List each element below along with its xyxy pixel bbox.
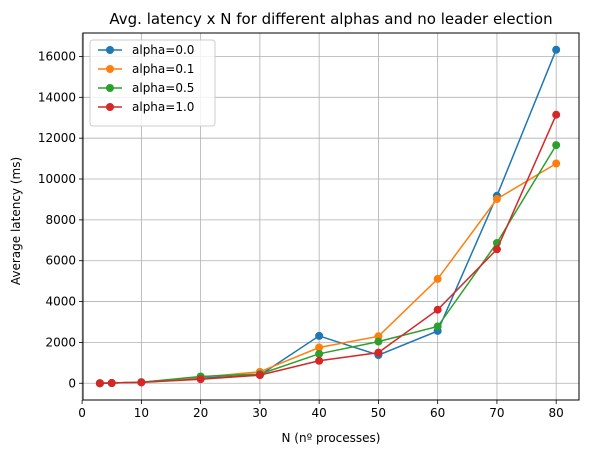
data-point [552, 159, 561, 168]
data-point [255, 371, 264, 380]
data-point [492, 245, 501, 254]
y-tick-label: 12000 [38, 131, 76, 145]
data-point [552, 110, 561, 119]
y-tick-label: 14000 [38, 90, 76, 104]
legend-entry: alpha=1.0 [98, 100, 194, 114]
legend-entry: alpha=0.5 [98, 81, 194, 95]
grid-lines [81, 33, 579, 400]
x-tick-label: 50 [371, 406, 386, 420]
legend-entry: alpha=0.0 [98, 43, 194, 57]
y-tick-label: 2000 [45, 335, 76, 349]
data-point [433, 274, 442, 283]
y-tick-label: 10000 [38, 172, 76, 186]
data-point [492, 195, 501, 204]
x-tick-label: 10 [134, 406, 149, 420]
y-tick-label: 6000 [45, 254, 76, 268]
data-point [315, 356, 324, 365]
y-tick-label: 4000 [45, 295, 76, 309]
x-axis-ticks: 0 10 20 30 40 50 60 70 80 [78, 400, 564, 420]
data-point [315, 343, 324, 352]
y-tick-label: 8000 [45, 213, 76, 227]
legend-entry: alpha=0.1 [98, 62, 194, 76]
data-point [433, 305, 442, 314]
series-line [99, 114, 557, 385]
data-point [315, 331, 324, 340]
legend-label: alpha=0.1 [132, 62, 194, 76]
y-tick-label: 16000 [38, 49, 76, 63]
x-tick-label: 70 [489, 406, 504, 420]
x-tick-label: 30 [252, 406, 267, 420]
y-axis-label: Average latency (ms) [9, 157, 23, 285]
data-point [196, 375, 205, 384]
data-point [552, 141, 561, 150]
x-tick-label: 60 [430, 406, 445, 420]
series-alpha=1.0 [95, 110, 561, 388]
legend-swatch-marker [106, 84, 114, 92]
legend-label: alpha=0.5 [132, 81, 194, 95]
legend-label: alpha=1.0 [132, 100, 194, 114]
y-tick-label: 0 [68, 376, 76, 390]
legend-swatch-marker [106, 103, 114, 111]
legend: alpha=0.0 alpha=0.1 alpha=0.5 alpha=1.0 [89, 39, 216, 127]
data-point [433, 322, 442, 331]
data-point [374, 348, 383, 357]
y-axis-ticks: 0 2000 4000 6000 8000 10000 12000 14000 16000 [38, 49, 83, 390]
x-tick-label: 0 [78, 406, 86, 420]
x-tick-label: 80 [549, 406, 564, 420]
legend-label: alpha=0.0 [132, 43, 194, 57]
series-layer [95, 45, 561, 388]
data-point [107, 379, 116, 388]
data-point [137, 378, 146, 387]
x-axis-label: N (nº processes) [282, 431, 381, 445]
legend-swatch-marker [106, 46, 114, 54]
chart-title: Avg. latency x N for different alphas an… [109, 10, 552, 28]
x-tick-label: 20 [193, 406, 208, 420]
legend-swatch-marker [106, 65, 114, 73]
x-tick-label: 40 [312, 406, 327, 420]
data-point [374, 337, 383, 346]
data-point [95, 379, 104, 388]
data-point [552, 45, 561, 54]
data-point [315, 349, 324, 358]
plot-frame [82, 32, 580, 401]
legend-box [89, 39, 216, 127]
